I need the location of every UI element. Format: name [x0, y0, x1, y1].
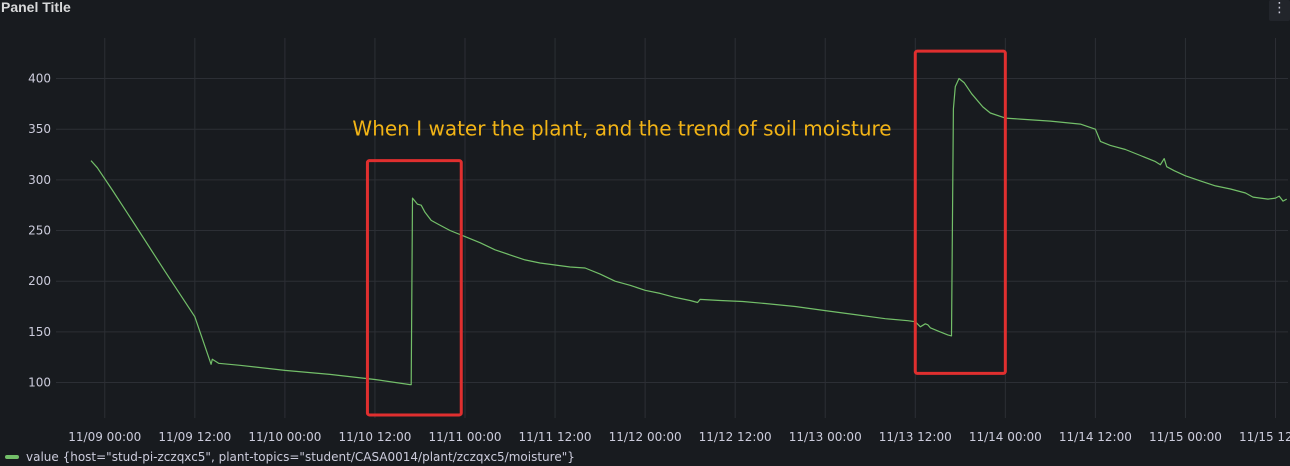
x-tick-label: 11/11 00:00: [429, 430, 502, 444]
legend-swatch: [5, 455, 19, 459]
x-tick-label: 11/13 12:00: [879, 430, 952, 444]
y-tick-label: 200: [28, 274, 51, 288]
x-tick-label: 11/14 00:00: [969, 430, 1042, 444]
x-tick-label: 11/12 00:00: [609, 430, 682, 444]
y-axis: 100 150 200 250 300 350 400: [28, 72, 51, 390]
x-tick-label: 11/12 12:00: [699, 430, 772, 444]
x-tick-label: 11/14 12:00: [1059, 430, 1132, 444]
panel-title: Panel Title: [1, 0, 71, 15]
y-tick-label: 150: [28, 325, 51, 339]
x-tick-label: 11/09 12:00: [158, 430, 231, 444]
y-tick-label: 400: [28, 72, 51, 86]
panel-menu-button[interactable]: ⋮: [1269, 0, 1290, 21]
annotation-layer: When I water the plant, and the trend of…: [352, 49, 1007, 417]
x-axis: 11/09 00:00 11/09 12:00 11/10 00:00 11/10 1…: [68, 430, 1290, 444]
x-tick-label: 11/15 12:00: [1239, 430, 1290, 444]
x-tick-label: 11/10 00:00: [248, 430, 321, 444]
kebab-menu-icon: ⋮: [1272, 0, 1287, 15]
annotation-text: When I water the plant, and the trend of…: [352, 116, 891, 140]
x-tick-label: 11/15 00:00: [1149, 430, 1222, 444]
y-tick-label: 250: [28, 224, 51, 238]
x-tick-label: 11/09 00:00: [68, 430, 141, 444]
highlight-box: [913, 49, 1007, 375]
x-tick-label: 11/10 12:00: [338, 430, 411, 444]
legend[interactable]: value {host="stud-pi-zczqxc5", plant-top…: [5, 449, 575, 465]
y-tick-label: 350: [28, 122, 51, 136]
y-tick-label: 300: [28, 173, 51, 187]
chart-grid: [56, 38, 1288, 418]
x-tick-label: 11/13 00:00: [789, 430, 862, 444]
highlight-box: [365, 159, 463, 417]
legend-series-label: value {host="stud-pi-zczqxc5", plant-top…: [26, 450, 575, 464]
x-tick-label: 11/11 12:00: [519, 430, 592, 444]
series-layer: [90, 77, 1287, 386]
y-tick-label: 100: [28, 376, 51, 390]
series-line: [90, 77, 1287, 386]
